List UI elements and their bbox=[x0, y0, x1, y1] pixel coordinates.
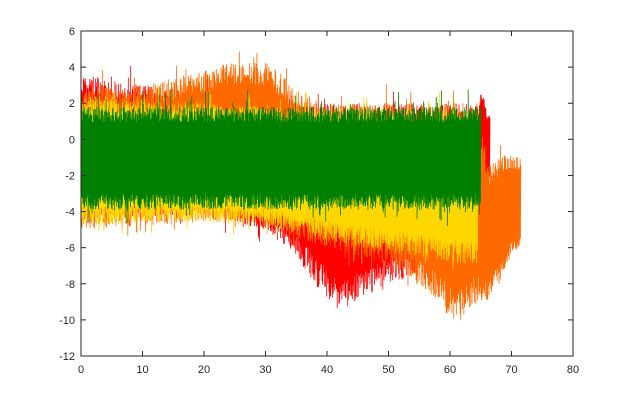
y-tick-label: -8 bbox=[65, 279, 75, 291]
y-tick-label: 0 bbox=[69, 134, 75, 146]
y-tick-label: -4 bbox=[65, 207, 75, 219]
x-tick-label: 30 bbox=[259, 364, 271, 376]
x-tick-label: 10 bbox=[136, 364, 148, 376]
y-tick-label: 2 bbox=[69, 98, 75, 110]
y-tick-label: -10 bbox=[59, 315, 75, 327]
x-tick-label: 50 bbox=[382, 364, 394, 376]
x-tick-label: 60 bbox=[444, 364, 456, 376]
x-tick-label: 20 bbox=[198, 364, 210, 376]
series-line-3 bbox=[80, 89, 482, 227]
series-layer bbox=[80, 51, 522, 321]
y-tick-label: -2 bbox=[65, 170, 75, 182]
y-tick-label: 4 bbox=[69, 62, 75, 74]
x-tick-label: 70 bbox=[505, 364, 517, 376]
x-tick-label: 0 bbox=[78, 364, 84, 376]
x-tick-label: 80 bbox=[567, 364, 579, 376]
y-tick-label: 6 bbox=[69, 26, 75, 38]
y-tick-label: -12 bbox=[59, 351, 75, 363]
x-tick-label: 40 bbox=[321, 364, 333, 376]
y-tick-label: -6 bbox=[65, 243, 75, 255]
